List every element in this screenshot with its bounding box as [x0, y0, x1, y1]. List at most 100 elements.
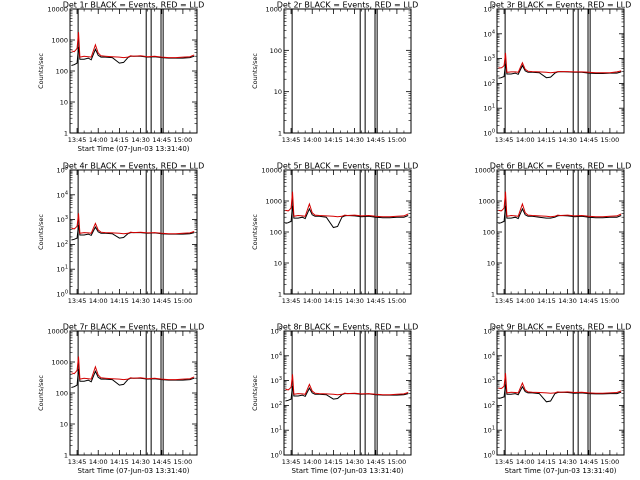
- y-tick-label: 102: [484, 401, 495, 410]
- x-tick-label: 14:15: [324, 458, 343, 466]
- y-tick-label: 104: [57, 190, 68, 199]
- plot-frame: [69, 169, 198, 295]
- x-tick-label: 14:00: [303, 136, 322, 144]
- x-tick-label: 14:45: [366, 458, 385, 466]
- x-tick-label: 13:45: [282, 297, 301, 305]
- lld-series-line: [498, 52, 622, 74]
- lld-series-line: [285, 191, 409, 218]
- x-tick-label: 14:45: [366, 297, 385, 305]
- y-tick-label: 101: [484, 426, 495, 435]
- panel-title: Det 7r BLACK = Events, RED = LLD: [63, 323, 205, 332]
- y-tick-label: 10000: [47, 328, 68, 336]
- y-tick-label: 102: [484, 79, 495, 88]
- y-tick-label: 103: [484, 54, 495, 63]
- y-axis-label: Counts/sec: [37, 53, 45, 89]
- x-tick-label: 14:15: [537, 297, 556, 305]
- x-tick-label: 15:00: [601, 297, 620, 305]
- x-tick-label: 15:00: [601, 458, 620, 466]
- plot-frame: [496, 169, 625, 295]
- y-tick-label: 10: [60, 421, 68, 429]
- panel-det-1r: Det 1r BLACK = Events, RED = LLD 1 10 100 10…: [37, 1, 204, 154]
- panel-title: Det 2r BLACK = Events, RED = LLD: [277, 1, 419, 10]
- x-tick-label: 13:45: [495, 458, 514, 466]
- panel-title: Det 4r BLACK = Events, RED = LLD: [63, 162, 205, 171]
- plot-frame: [69, 330, 198, 456]
- x-tick-label: 14:00: [89, 136, 108, 144]
- x-tick-label: 14:30: [131, 136, 150, 144]
- x-tick-label: 15:00: [601, 136, 620, 144]
- y-tick-label: 101: [271, 426, 282, 435]
- x-tick-label: 15:00: [388, 458, 407, 466]
- panel-title: Det 9r BLACK = Events, RED = LLD: [490, 323, 632, 332]
- y-tick-label: 1000: [265, 198, 282, 206]
- x-tick-label: 14:15: [324, 136, 343, 144]
- y-tick-label: 1000: [478, 198, 495, 206]
- panel-det-9r: Det 9r BLACK = Events, RED = LLD 100 101 10…: [484, 323, 632, 476]
- y-tick-label: 104: [484, 351, 495, 360]
- y-axis-label: Counts/sec: [251, 53, 259, 89]
- x-tick-label: 13:45: [495, 136, 514, 144]
- y-tick-label: 103: [271, 376, 282, 385]
- panel-det-8r: Det 8r BLACK = Events, RED = LLD 100 101 10…: [251, 323, 418, 476]
- x-tick-label: 14:15: [110, 297, 129, 305]
- y-tick-label: 1000: [51, 37, 68, 45]
- x-tick-label: 14:45: [579, 297, 598, 305]
- y-tick-label: 10000: [474, 167, 495, 175]
- x-tick-label: 15:00: [174, 458, 193, 466]
- x-tick-label: 14:00: [516, 136, 535, 144]
- y-tick-label: 1: [64, 452, 68, 460]
- panel-det-5r: Det 5r BLACK = Events, RED = LLD 1 10 100 10…: [251, 162, 418, 306]
- x-tick-label: 14:00: [303, 297, 322, 305]
- y-tick-label: 10000: [47, 6, 68, 14]
- panel-title: Det 5r BLACK = Events, RED = LLD: [277, 162, 419, 171]
- y-tick-label: 102: [271, 401, 282, 410]
- plot-frame: [283, 169, 412, 295]
- y-tick-label: 100: [270, 47, 282, 55]
- y-tick-label: 105: [484, 327, 495, 336]
- y-tick-label: 105: [271, 327, 282, 336]
- panel-title: Det 6r BLACK = Events, RED = LLD: [490, 162, 632, 171]
- x-tick-label: 14:45: [579, 136, 598, 144]
- x-tick-label: 14:45: [579, 458, 598, 466]
- y-tick-label: 10000: [261, 167, 282, 175]
- y-tick-label: 10: [60, 99, 68, 107]
- plot-frame: [69, 8, 198, 134]
- x-tick-label: 14:45: [366, 136, 385, 144]
- x-tick-label: 14:30: [131, 297, 150, 305]
- x-tick-label: 14:45: [152, 297, 171, 305]
- x-tick-label: 14:30: [131, 458, 150, 466]
- lld-series-line: [498, 373, 622, 394]
- x-tick-label: 14:30: [345, 458, 364, 466]
- panel-title: Det 1r BLACK = Events, RED = LLD: [63, 1, 205, 10]
- x-tick-label: 15:00: [174, 297, 193, 305]
- panel-det-3r: Det 3r BLACK = Events, RED = LLD 100 101 10…: [484, 1, 632, 145]
- y-tick-label: 1: [278, 130, 282, 138]
- events-series-line: [498, 205, 622, 224]
- plot-frame: [283, 330, 412, 456]
- x-tick-label: 14:15: [110, 136, 129, 144]
- x-tick-label: 14:15: [537, 458, 556, 466]
- x-tick-label: 13:45: [282, 458, 301, 466]
- x-tick-label: 14:00: [303, 458, 322, 466]
- x-tick-label: 14:30: [558, 458, 577, 466]
- x-tick-label: 13:45: [495, 297, 514, 305]
- plot-frame: [496, 8, 625, 134]
- y-tick-label: 1000: [265, 6, 282, 14]
- y-tick-label: 10: [274, 260, 282, 268]
- x-axis-label: Start Time (07-Jun-03 13:31:40): [505, 467, 617, 475]
- x-tick-label: 13:45: [68, 136, 87, 144]
- y-axis-label: Counts/sec: [251, 375, 259, 411]
- panel-det-6r: Det 6r BLACK = Events, RED = LLD 1 10 100 10…: [474, 162, 631, 306]
- x-tick-label: 14:00: [516, 297, 535, 305]
- lld-series-line: [498, 191, 622, 218]
- y-tick-label: 103: [57, 215, 68, 224]
- x-tick-label: 14:30: [558, 297, 577, 305]
- y-tick-label: 100: [56, 68, 68, 76]
- x-tick-label: 14:15: [110, 458, 129, 466]
- panel-det-2r: Det 2r BLACK = Events, RED = LLD 1 10 100 10…: [251, 1, 418, 145]
- x-tick-label: 14:30: [345, 297, 364, 305]
- y-tick-label: 100: [270, 229, 282, 237]
- y-tick-label: 104: [484, 29, 495, 38]
- x-tick-label: 14:15: [537, 136, 556, 144]
